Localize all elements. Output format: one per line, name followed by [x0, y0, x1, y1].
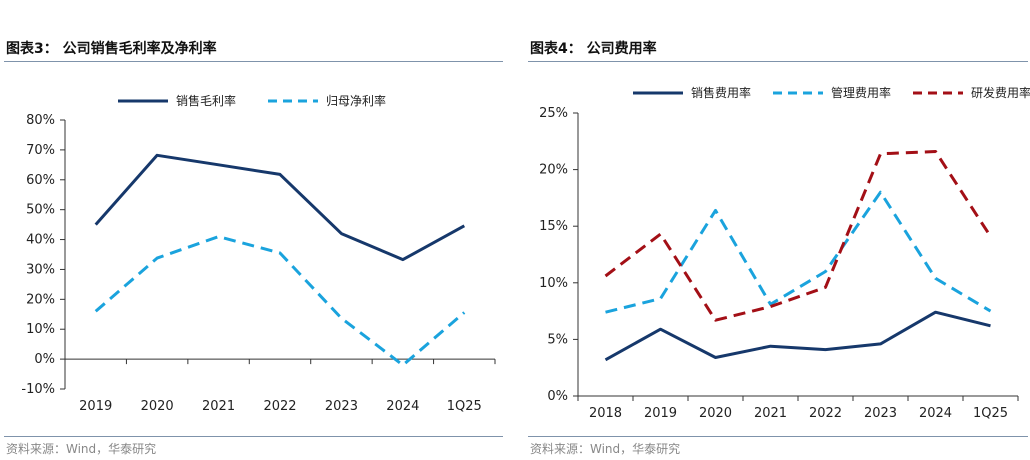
- x-tick-label: 2023: [325, 399, 358, 414]
- y-tick-label: 60%: [26, 173, 55, 188]
- y-tick-label: 5%: [547, 332, 568, 347]
- y-tick-label: 10%: [539, 276, 568, 291]
- x-tick-label: 2021: [202, 399, 235, 414]
- legend-label: 管理费用率: [831, 85, 891, 100]
- series-line-2: [94, 235, 466, 367]
- expense-line-chart: 0% 5% 10% 15% 20% 25% 2018 2019 2020 2021 2022 2023…: [539, 85, 1030, 421]
- x-tick-label: 2022: [809, 406, 842, 421]
- y-tick-label: 70%: [26, 143, 55, 158]
- title-underline: [528, 61, 1028, 62]
- chart-panel-gross-net-margin: 图表3： 公司销售毛利率及净利率 -10% 0% 10% 20% 30% 40% 50% 60…: [0, 0, 505, 460]
- series-line-2: [605, 190, 992, 314]
- y-tick-label: 20%: [539, 163, 568, 178]
- x-tick-label: 2023: [864, 406, 897, 421]
- y-tick-label: 20%: [26, 292, 55, 307]
- y-tick-label: -10%: [21, 382, 55, 397]
- source-note: 资料来源：Wind，华泰研究: [530, 442, 681, 456]
- y-tick-label: 0%: [34, 352, 55, 367]
- x-tick-label: 2024: [919, 406, 952, 421]
- x-tick-label: 2018: [589, 406, 622, 421]
- legend-label: 销售毛利率: [176, 93, 236, 108]
- y-tick-label: 80%: [26, 113, 55, 128]
- x-tick-label: 2019: [79, 399, 112, 414]
- chart-title: 图表4： 公司费用率: [530, 41, 657, 57]
- legend-label: 研发费用率: [971, 85, 1030, 100]
- y-tick-label: 15%: [539, 219, 568, 234]
- y-tick-label: 30%: [26, 262, 55, 277]
- y-tick-label: 50%: [26, 203, 55, 218]
- x-tick-label: 2019: [644, 406, 677, 421]
- y-tick-label: 25%: [539, 106, 568, 121]
- legend-label: 销售费用率: [691, 85, 751, 100]
- x-tick-label: 2024: [386, 399, 419, 414]
- y-tick-label: 40%: [26, 233, 55, 248]
- x-tick-label: 2020: [699, 406, 732, 421]
- source-divider: [4, 436, 503, 437]
- y-tick-label: 0%: [547, 389, 568, 404]
- x-tick-label: 2022: [263, 399, 296, 414]
- series-line-3: [604, 150, 992, 322]
- series-line-1: [94, 153, 466, 262]
- legend-label: 归母净利率: [326, 93, 386, 108]
- source-divider: [528, 436, 1028, 437]
- x-tick-label: 1Q25: [973, 406, 1008, 421]
- series-line-1: [604, 310, 991, 362]
- source-note: 资料来源：Wind，华泰研究: [6, 442, 157, 456]
- chart-panel-expense-ratios: 图表4： 公司费用率 0% 5% 10% 15% 20% 25% 2018 2019 2020 2…: [528, 0, 1030, 460]
- x-tick-label: 2021: [754, 406, 787, 421]
- margin-line-chart: -10% 0% 10% 20% 30% 40% 50% 60% 70% 80% 2019 2020 20…: [21, 93, 496, 414]
- title-underline: [4, 61, 503, 62]
- x-tick-label: 2020: [141, 399, 174, 414]
- x-tick-label: 1Q25: [447, 399, 482, 414]
- chart-title: 图表3： 公司销售毛利率及净利率: [6, 41, 217, 57]
- y-tick-label: 10%: [26, 322, 55, 337]
